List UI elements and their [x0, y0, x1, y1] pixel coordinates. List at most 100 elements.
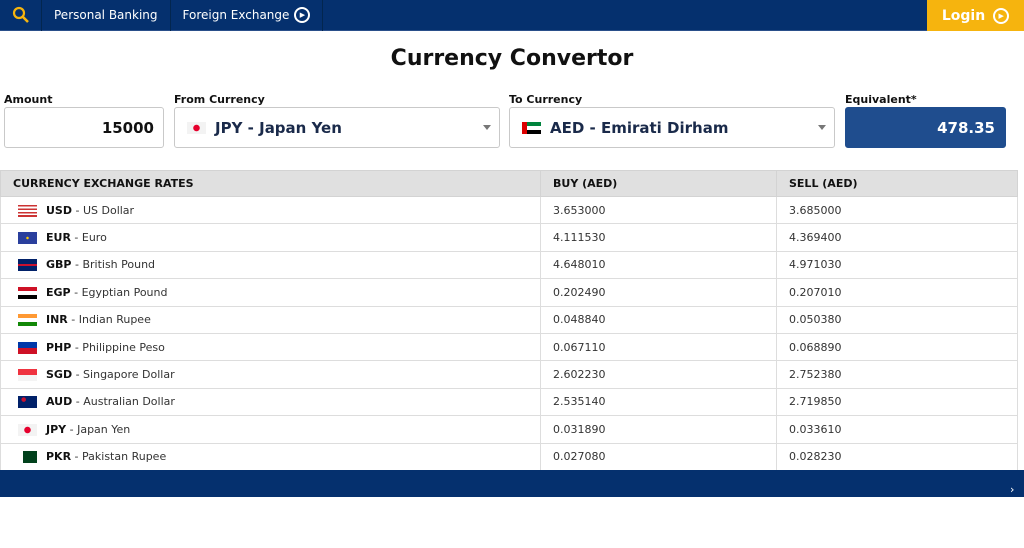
login-button[interactable]: Login ▶	[927, 0, 1024, 31]
sell-rate: 0.207010	[776, 278, 1018, 307]
currency-name: - US Dollar	[72, 203, 135, 217]
currency-cell: PKR - Pakistan Rupee	[0, 442, 541, 471]
footer-label: Customer Care	[203, 496, 257, 522]
pakistan-flag-icon	[18, 451, 37, 464]
table-row: JPY - Japan Yen 0.031890 0.033610	[0, 415, 1018, 444]
currency-name: - Japan Yen	[66, 422, 131, 436]
currency-name: - Indian Rupee	[67, 313, 151, 327]
top-nav: Personal Banking Foreign Exchange ▶	[0, 0, 1024, 31]
table-row: AUD - Australian Dollar 2.535140 2.719850	[0, 387, 1018, 417]
india-flag-icon	[18, 314, 37, 327]
amount-value: 15000	[101, 118, 154, 137]
sell-rate: 0.068890	[776, 332, 1018, 362]
currency-name: - Singapore Dollar	[72, 368, 175, 382]
to-currency-value: AED - Emirati Dirham	[550, 118, 729, 137]
nav-personal-banking[interactable]: Personal Banking	[42, 0, 171, 31]
footer-bar: ⚲ Branch & ATMs ✆ Customer Care ▮ Terms …	[0, 470, 1024, 548]
currency-cell: GBP - British Pound	[0, 250, 541, 280]
footer-label: Branch & ATMs	[2, 496, 41, 535]
currency-cell: PHP - Philippine Peso	[0, 332, 541, 362]
table-row: INR - Indian Rupee 0.048840 0.050380	[0, 305, 1018, 334]
currency-code: SGD	[46, 368, 73, 382]
buy-rate: 0.031890	[540, 415, 777, 444]
currency-cell: AUD - Australian Dollar	[0, 387, 541, 417]
table-row: SGD - Singapore Dollar 2.602230 2.752380	[0, 360, 1018, 389]
currency-name: - British Pound	[71, 258, 156, 272]
currency-name: - Pakistan Rupee	[71, 450, 167, 464]
currency-cell: EGP - Egyptian Pound	[0, 278, 541, 307]
buy-rate: 3.653000	[540, 195, 777, 225]
sell-rate: 2.752380	[776, 360, 1018, 389]
uk-flag-icon	[18, 259, 37, 272]
sell-rate: 4.369400	[776, 223, 1018, 252]
sell-rate: 3.685000	[776, 195, 1018, 225]
currency-cell: EUR - Euro	[0, 223, 541, 252]
sell-rate: 2.719850	[776, 387, 1018, 417]
table-row: EGP - Egyptian Pound 0.202490 0.207010	[0, 278, 1018, 307]
footer-label: Apply Now for a Product	[814, 496, 863, 548]
australia-flag-icon	[18, 396, 37, 409]
sell-rate: 0.033610	[776, 415, 1018, 444]
currency-code: PKR	[46, 450, 72, 464]
sell-rate: 4.971030	[776, 250, 1018, 280]
egypt-flag-icon	[18, 286, 37, 299]
currency-cell: JPY - Japan Yen	[0, 415, 541, 444]
table-row: PHP - Philippine Peso 0.067110 0.068890	[0, 332, 1018, 362]
page-title: Currency Convertor	[390, 46, 634, 71]
footer-label: Terms and Conditions	[406, 496, 465, 522]
buy-rate: 0.202490	[540, 278, 777, 307]
from-currency-value: JPY - Japan Yen	[215, 118, 342, 137]
currency-code: EUR	[46, 231, 71, 245]
eu-flag-icon	[18, 232, 37, 245]
table-row: USD - US Dollar 3.653000 3.685000	[0, 195, 1018, 225]
search-icon	[12, 6, 29, 23]
header-buy: BUY (AED)	[540, 170, 777, 197]
exchange-rates-table: CURRENCY EXCHANGE RATES BUY (AED) SELL (…	[0, 170, 1018, 471]
from-currency-label: From Currency	[174, 93, 265, 106]
currency-cell: INR - Indian Rupee	[0, 305, 541, 334]
uae-flag-icon	[522, 121, 541, 134]
buy-rate: 0.067110	[540, 332, 777, 362]
nav-foreign-exchange[interactable]: Foreign Exchange ▶	[171, 0, 324, 31]
currency-code: EGP	[46, 285, 71, 299]
to-currency-label: To Currency	[509, 93, 583, 106]
footer-label: IBAN / Swift	[610, 496, 638, 535]
currency-cell: USD - US Dollar	[0, 195, 541, 225]
buy-rate: 4.111530	[540, 223, 777, 252]
header-currency: CURRENCY EXCHANGE RATES	[0, 170, 541, 197]
currency-name: - Egyptian Pound	[70, 285, 168, 299]
sell-rate: 0.028230	[776, 442, 1018, 471]
nav-label: Foreign Exchange	[182, 8, 290, 22]
nav-label: Personal Banking	[54, 8, 158, 22]
play-circle-icon: ▶	[993, 7, 1010, 24]
equivalent-label: Equivalent*	[845, 93, 917, 106]
search-button[interactable]	[0, 0, 42, 31]
currency-name: - Euro	[70, 231, 107, 245]
buy-rate: 4.648010	[540, 250, 777, 280]
japan-flag-icon	[18, 423, 37, 436]
currency-code: INR	[46, 313, 68, 327]
chevron-down-icon	[483, 125, 491, 130]
japan-flag-icon	[187, 121, 206, 134]
sell-rate: 0.050380	[776, 305, 1018, 334]
from-currency-select[interactable]: JPY - Japan Yen	[174, 107, 500, 148]
amount-input[interactable]: 15000	[4, 107, 164, 148]
currency-cell: SGD - Singapore Dollar	[0, 360, 541, 389]
table-row: EUR - Euro 4.111530 4.369400	[0, 223, 1018, 252]
currency-code: PHP	[46, 340, 72, 354]
to-currency-select[interactable]: AED - Emirati Dirham	[509, 107, 835, 148]
table-row: GBP - British Pound 4.648010 4.971030	[0, 250, 1018, 280]
us-flag-icon	[18, 204, 37, 217]
equivalent-output: 478.35	[845, 107, 1006, 148]
buy-rate: 0.048840	[540, 305, 777, 334]
currency-name: - Philippine Peso	[71, 340, 165, 354]
equivalent-value: 478.35	[937, 118, 995, 137]
buy-rate: 2.535140	[540, 387, 777, 417]
philippines-flag-icon	[18, 341, 37, 354]
currency-code: AUD	[46, 395, 73, 409]
buy-rate: 2.602230	[540, 360, 777, 389]
currency-name: - Australian Dollar	[72, 395, 175, 409]
play-circle-icon: ▶	[294, 7, 311, 23]
currency-code: USD	[46, 203, 72, 217]
chevron-right-icon[interactable]: ›	[1010, 483, 1015, 496]
